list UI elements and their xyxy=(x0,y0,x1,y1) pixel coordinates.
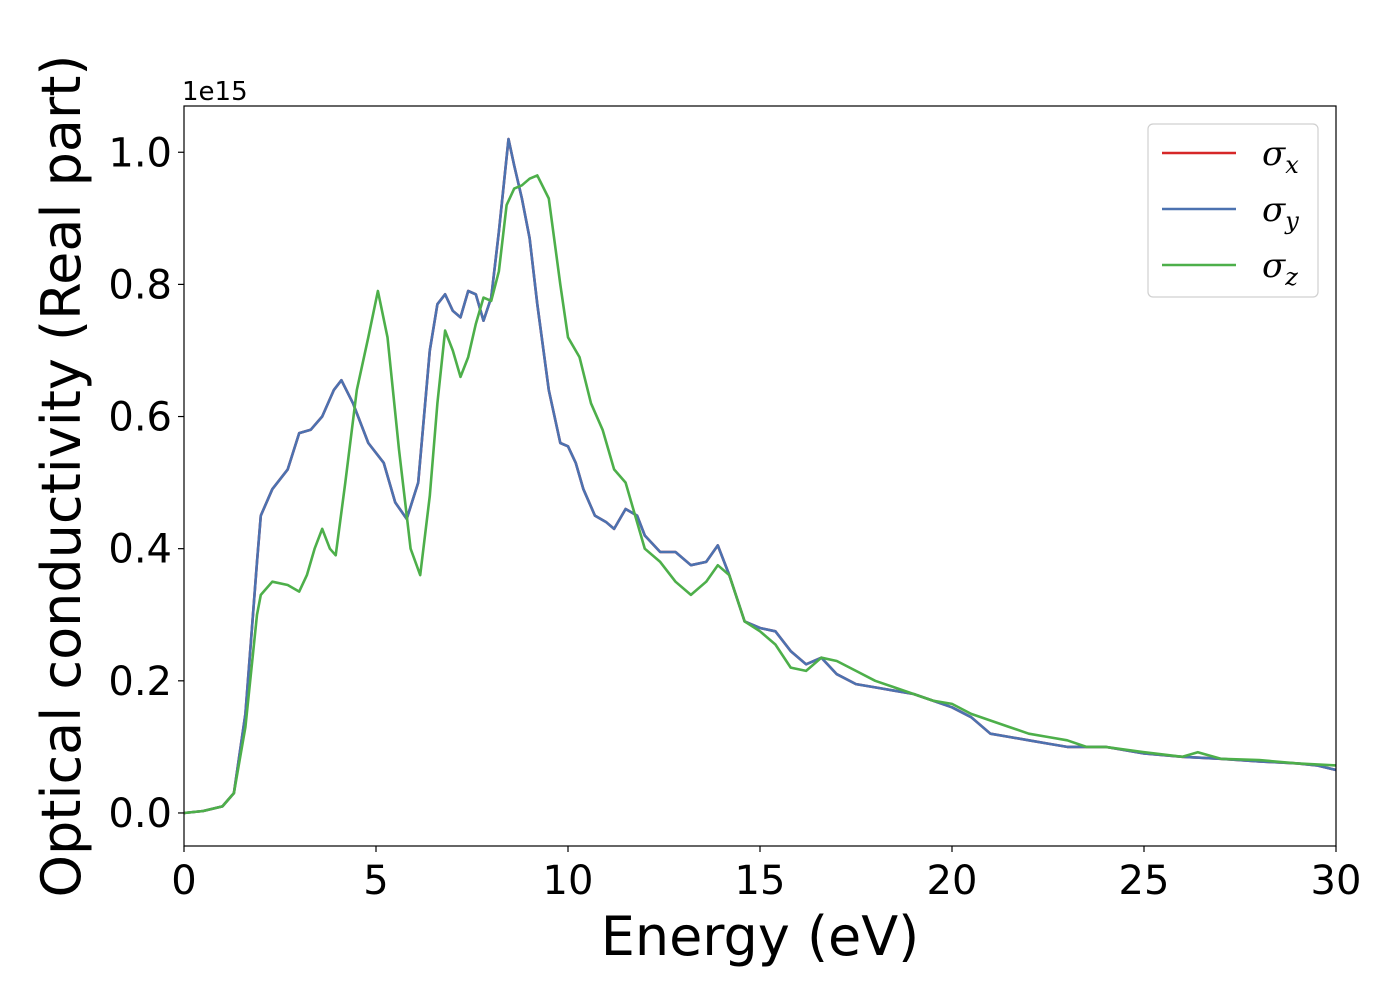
x-tick-label: 5 xyxy=(363,858,388,904)
y-tick-label: 1.0 xyxy=(108,130,172,176)
series-line-y xyxy=(184,137,1336,815)
y-tick-label: 0.8 xyxy=(108,262,172,308)
legend-label-z: σz xyxy=(1262,246,1298,291)
y-tick-label: 0.6 xyxy=(108,395,172,441)
y-offset-label: 1e15 xyxy=(182,77,248,107)
series-line-z xyxy=(184,174,1336,815)
x-axis-title: Energy (eV) xyxy=(601,905,920,968)
x-tick-label: 25 xyxy=(1119,858,1170,904)
legend-box xyxy=(1147,123,1319,298)
x-tick-label: 0 xyxy=(171,858,196,904)
x-tick-label: 10 xyxy=(543,858,594,904)
y-tick-label: 0.0 xyxy=(108,791,172,837)
legend-label-x: σx xyxy=(1262,134,1299,179)
legend-label-y: σy xyxy=(1262,190,1299,235)
x-tick-label: 15 xyxy=(735,858,786,904)
x-tick-label: 30 xyxy=(1311,858,1362,904)
y-axis-title: Optical conductivity (Real part) xyxy=(30,55,93,898)
y-tick-label: 0.4 xyxy=(108,527,172,573)
legend: σx σy σz xyxy=(1147,123,1319,298)
y-tick-label: 0.2 xyxy=(108,659,172,705)
x-tick-label: 20 xyxy=(927,858,978,904)
